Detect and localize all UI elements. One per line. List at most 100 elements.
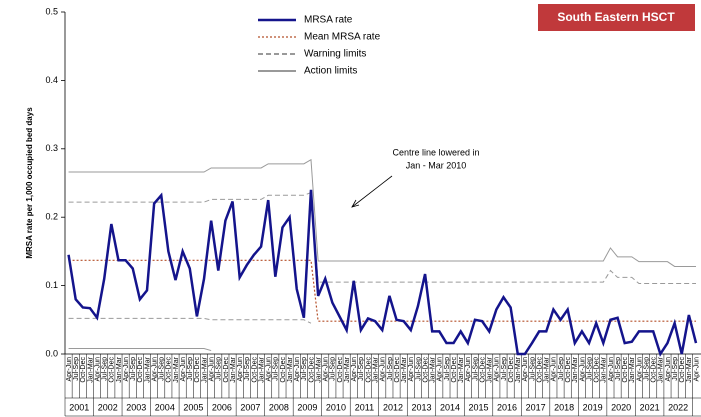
x-tick-label: Oct-Dec xyxy=(479,357,486,383)
x-tick-label: Oct-Dec xyxy=(251,357,258,383)
legend-label: Warning limits xyxy=(304,49,366,60)
legend-label: Action limits xyxy=(304,66,357,77)
x-tick-label: Jan-Mar xyxy=(87,356,94,382)
x-tick-label: Oct-Dec xyxy=(137,357,144,383)
x-tick-label: Apr-Jun xyxy=(437,357,444,382)
x-tick-label: Oct-Dec xyxy=(166,357,173,383)
x-tick-label: Apr-Jun xyxy=(636,357,643,382)
year-label: 2016 xyxy=(497,402,517,412)
year-label: 2009 xyxy=(297,402,317,412)
x-tick-label: Jan-Mar xyxy=(487,356,494,382)
annotation-arrowhead xyxy=(351,199,360,208)
legend-label: MRSA rate xyxy=(304,15,353,26)
x-tick-label: Apr-Jun xyxy=(266,357,273,382)
x-tick-label: Oct-Dec xyxy=(651,357,658,383)
x-tick-label: Apr-Jun xyxy=(294,357,301,382)
x-tick-label: Jan-Mar xyxy=(658,356,665,382)
x-tick-label: Jul-Sep xyxy=(529,357,536,381)
x-tick-label: Apr-Jun xyxy=(123,357,130,382)
upper-limit-line xyxy=(68,191,696,285)
x-tick-label: Jan-Mar xyxy=(173,356,180,382)
x-tick-label: Oct-Dec xyxy=(109,357,116,383)
year-label: 2022 xyxy=(668,402,688,412)
year-label: 2014 xyxy=(440,402,460,412)
x-tick-label: Oct-Dec xyxy=(337,357,344,383)
x-tick-label: Apr-Jun xyxy=(551,357,558,382)
x-tick-label: Jan-Mar xyxy=(515,356,522,382)
annotation: Centre line lowered in xyxy=(392,147,479,157)
x-tick-label: Jan-Mar xyxy=(315,356,322,382)
year-label: 2005 xyxy=(183,402,203,412)
x-tick-label: Jan-Mar xyxy=(258,356,265,382)
x-tick-label: Jul-Sep xyxy=(216,357,223,381)
x-tick-label: Jan-Mar xyxy=(344,356,351,382)
x-tick-label: Oct-Dec xyxy=(565,357,572,383)
x-tick-label: Jan-Mar xyxy=(458,356,465,382)
x-tick-label: Jul-Sep xyxy=(159,357,166,381)
year-label: 2013 xyxy=(411,402,431,412)
year-label: 2001 xyxy=(69,402,89,412)
series-line xyxy=(67,189,698,357)
x-tick-label: Jul-Sep xyxy=(615,357,622,381)
x-tick-label: Jul-Sep xyxy=(301,357,308,381)
year-label: 2015 xyxy=(469,402,489,412)
legend-label: Mean MRSA rate xyxy=(304,32,381,43)
year-label: 2007 xyxy=(240,402,260,412)
x-tick-label: Jan-Mar xyxy=(430,356,437,382)
year-label: 2004 xyxy=(155,402,175,412)
x-tick-label: Apr-Jun xyxy=(180,357,187,382)
x-tick-label: Jul-Sep xyxy=(73,357,80,381)
x-tick-label: Apr-Jun xyxy=(494,357,501,382)
x-tick-label: Jul-Sep xyxy=(273,357,280,381)
year-label: 2008 xyxy=(269,402,289,412)
x-tick-label: Jul-Sep xyxy=(244,357,251,381)
y-axis-label: MRSA rate per 1,000 occupied bed days xyxy=(25,107,34,259)
x-tick-label: Jan-Mar xyxy=(372,356,379,382)
x-tick-label: Jul-Sep xyxy=(415,357,422,381)
x-tick-label: Oct-Dec xyxy=(422,357,429,383)
x-tick-label: Apr-Jun xyxy=(237,357,244,382)
x-tick-label: Oct-Dec xyxy=(365,357,372,383)
x-tick-label: Apr-Jun xyxy=(579,357,586,382)
lower-limit-line xyxy=(68,348,212,352)
x-tick-label: Jul-Sep xyxy=(558,357,565,381)
x-tick-label: Oct-Dec xyxy=(280,357,287,383)
x-tick-label: Apr-Jun xyxy=(94,357,101,382)
x-tick-label: Apr-Jun xyxy=(380,357,387,382)
x-tick-label: Jul-Sep xyxy=(444,357,451,381)
x-tick-label: Oct-Dec xyxy=(508,357,515,383)
x-tick-label: Oct-Dec xyxy=(194,357,201,383)
x-tick-label: Jan-Mar xyxy=(116,356,123,382)
year-label: 2021 xyxy=(640,402,660,412)
x-tick-label: Jan-Mar xyxy=(629,356,636,382)
x-tick-label: Jan-Mar xyxy=(601,356,608,382)
x-tick-label: Apr-Jun xyxy=(522,357,529,382)
x-tick-label: Jul-Sep xyxy=(102,357,109,381)
x-tick-label: Jul-Sep xyxy=(586,357,593,381)
x-tick-label: Oct-Dec xyxy=(451,357,458,383)
year-label: 2006 xyxy=(212,402,232,412)
y-tick-label: 0.4 xyxy=(45,75,58,85)
x-tick-label: Jan-Mar xyxy=(144,356,151,382)
x-tick-label: Jan-Mar xyxy=(572,356,579,382)
x-tick-label: Jan-Mar xyxy=(230,356,237,382)
x-tick-label: Apr-Jun xyxy=(323,357,330,382)
x-tick-label: Jul-Sep xyxy=(330,357,337,381)
x-tick-label: Apr-Jun xyxy=(465,357,472,382)
x-tick-label: Jul-Sep xyxy=(358,357,365,381)
y-tick-label: 0.3 xyxy=(45,143,58,153)
badge: South Eastern HSCT xyxy=(557,10,675,24)
upper-limit-line xyxy=(68,158,696,267)
x-tick-label: Jan-Mar xyxy=(686,356,693,382)
x-tick-label: Apr-Jun xyxy=(66,357,73,382)
x-tick-label: Jul-Sep xyxy=(672,357,679,381)
year-label: 2019 xyxy=(583,402,603,412)
year-label: 2003 xyxy=(126,402,146,412)
x-tick-label: Jan-Mar xyxy=(401,356,408,382)
year-label: 2017 xyxy=(526,402,546,412)
x-tick-label: Oct-Dec xyxy=(308,357,315,383)
x-tick-label: Jul-Sep xyxy=(472,357,479,381)
year-label: 2020 xyxy=(611,402,631,412)
x-tick-label: Oct-Dec xyxy=(536,357,543,383)
y-tick-label: 0.2 xyxy=(45,212,58,222)
